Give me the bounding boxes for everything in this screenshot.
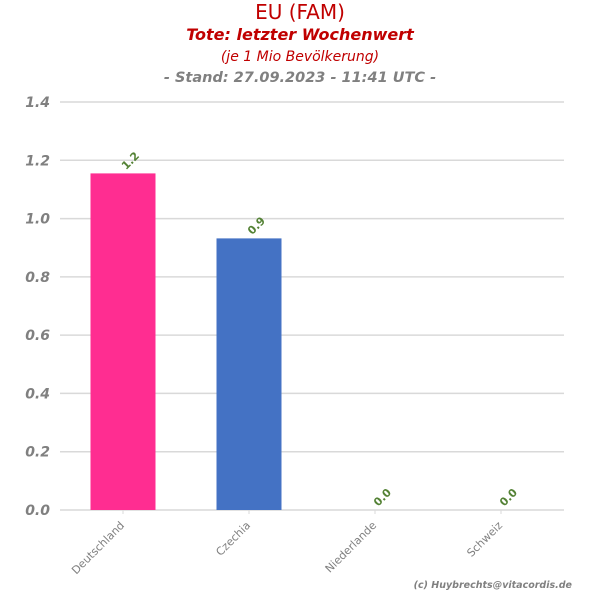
y-tick-label: 1.0: [25, 212, 50, 228]
x-tick-label: Schweiz: [464, 519, 505, 560]
y-tick-label: 1.2: [25, 153, 50, 169]
chart-subtitle: Tote: letzter Wochenwert: [186, 25, 414, 44]
value-label: 0.0: [497, 486, 520, 509]
bar-czechia: [216, 238, 282, 511]
x-tick-label: Deutschland: [69, 519, 127, 577]
bar-deutschland: [90, 173, 156, 510]
copyright-credit: (c) Huybrechts@vitacordis.de: [413, 580, 572, 591]
chart-note: (je 1 Mio Bevölkerung): [220, 49, 380, 65]
y-tick-label: 0.8: [25, 270, 50, 286]
x-tick-label: Niederlande: [323, 519, 380, 576]
y-tick-label: 0.6: [25, 328, 50, 344]
value-label: 1.2: [119, 149, 142, 172]
y-tick-label: 0.0: [25, 503, 50, 519]
y-tick-label: 1.4: [25, 95, 50, 111]
x-tick-label: Czechia: [213, 519, 253, 559]
value-label: 0.0: [371, 486, 394, 509]
y-tick-label: 0.4: [25, 386, 50, 402]
chart-stand-timestamp: - Stand: 27.09.2023 - 11:41 UTC -: [163, 70, 437, 86]
y-tick-label: 0.2: [25, 445, 50, 461]
chart-title: EU (FAM): [255, 0, 345, 24]
